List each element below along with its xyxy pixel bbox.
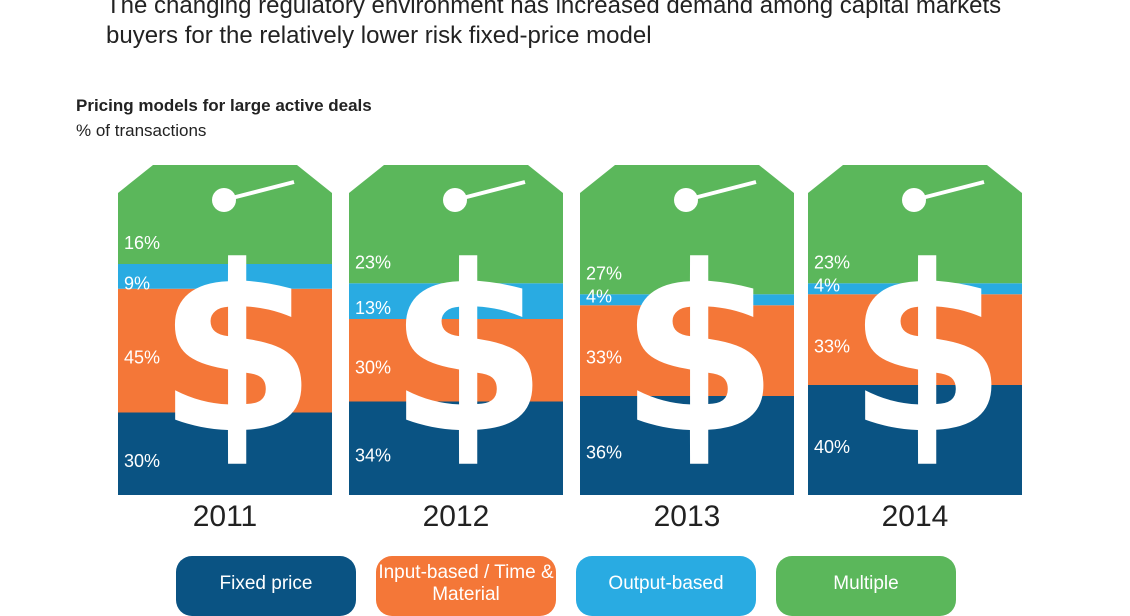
legend-label-multiple: Multiple	[833, 573, 899, 594]
headline: The changing regulatory environment has …	[106, 0, 1002, 49]
legend-label-output-based: Output-based	[608, 573, 724, 594]
bar-segment-2012-3	[349, 165, 563, 284]
data-label-2011-3: 16%	[124, 233, 160, 253]
bar-segment-2013-3	[580, 165, 794, 295]
data-label-2011-1: 45%	[124, 348, 160, 368]
tag-hole-icon	[212, 188, 236, 212]
data-label-2014-1: 33%	[814, 337, 850, 357]
bar-segment-2013-2	[580, 294, 794, 306]
tag-string-icon	[913, 180, 985, 202]
legend-item-input-based: Input-based / Time & Material	[376, 556, 556, 616]
data-label-2013-3: 27%	[586, 263, 622, 283]
tag-string-icon	[454, 180, 526, 202]
tag-hole-icon	[674, 188, 698, 212]
tag-hole-icon	[443, 188, 467, 212]
dollar-sign-icon: $	[619, 218, 779, 485]
bar-segment-2012-2	[349, 283, 563, 319]
data-label-2012-3: 23%	[355, 252, 391, 272]
bar-segment-2011-3	[118, 165, 332, 264]
dollar-sign-icon: $	[847, 218, 1007, 485]
legend-item-fixed-price: Fixed price	[176, 556, 356, 616]
data-label-2011-2: 9%	[124, 273, 150, 293]
chart-title: Pricing models for large active deals	[76, 96, 372, 115]
legend-label-input-based: Input-based / Time & Material	[378, 562, 554, 605]
price-tag-2014	[808, 165, 1022, 495]
bar-segment-2011-1	[118, 288, 332, 413]
legend-item-output-based: Output-based	[576, 556, 756, 616]
data-label-2012-1: 30%	[355, 357, 391, 377]
data-label-2013-0: 36%	[586, 443, 622, 463]
tag-hole-icon	[902, 188, 926, 212]
bar-segment-2014-3	[808, 165, 1022, 284]
dollar-sign-icon: $	[388, 218, 548, 485]
category-label-2011: 2011	[193, 500, 258, 533]
chart-subtitle: % of transactions	[76, 121, 207, 140]
bar-segment-2011-2	[118, 264, 332, 289]
tag-string-icon	[223, 180, 295, 202]
bar-segment-2014-1	[808, 294, 1022, 385]
data-label-2014-0: 40%	[814, 437, 850, 457]
bar-segment-2013-1	[580, 305, 794, 396]
data-label-2011-0: 30%	[124, 451, 160, 471]
price-tag-2012	[349, 165, 563, 495]
data-label-2014-2: 4%	[814, 275, 840, 295]
data-label-2012-0: 34%	[355, 445, 391, 465]
pricing-tag-chart: $30% 45% 9% 16% 2011 $34% 30% 13% 23% 2012 $36% 33%…	[118, 165, 1022, 533]
price-tag-2013	[580, 165, 794, 495]
bar-segment-2013-0	[580, 396, 794, 495]
data-label-2014-3: 23%	[814, 252, 850, 272]
legend-label-fixed-price: Fixed price	[219, 573, 313, 594]
bar-segment-2012-0	[349, 401, 563, 495]
bar-segment-2012-1	[349, 319, 563, 402]
data-label-2012-2: 13%	[355, 298, 391, 318]
tag-string-icon	[685, 180, 757, 202]
legend-item-multiple: Multiple	[776, 556, 956, 616]
price-tag-2011	[118, 165, 332, 495]
data-label-2013-1: 33%	[586, 348, 622, 368]
dollar-sign-icon: $	[157, 218, 317, 485]
category-label-2013: 2013	[654, 500, 721, 533]
bar-segment-2014-2	[808, 283, 1022, 295]
category-label-2014: 2014	[882, 500, 949, 533]
bar-segment-2014-0	[808, 385, 1022, 495]
category-label-2012: 2012	[423, 500, 490, 533]
data-label-2013-2: 4%	[586, 286, 612, 306]
bar-segment-2011-0	[118, 412, 332, 495]
